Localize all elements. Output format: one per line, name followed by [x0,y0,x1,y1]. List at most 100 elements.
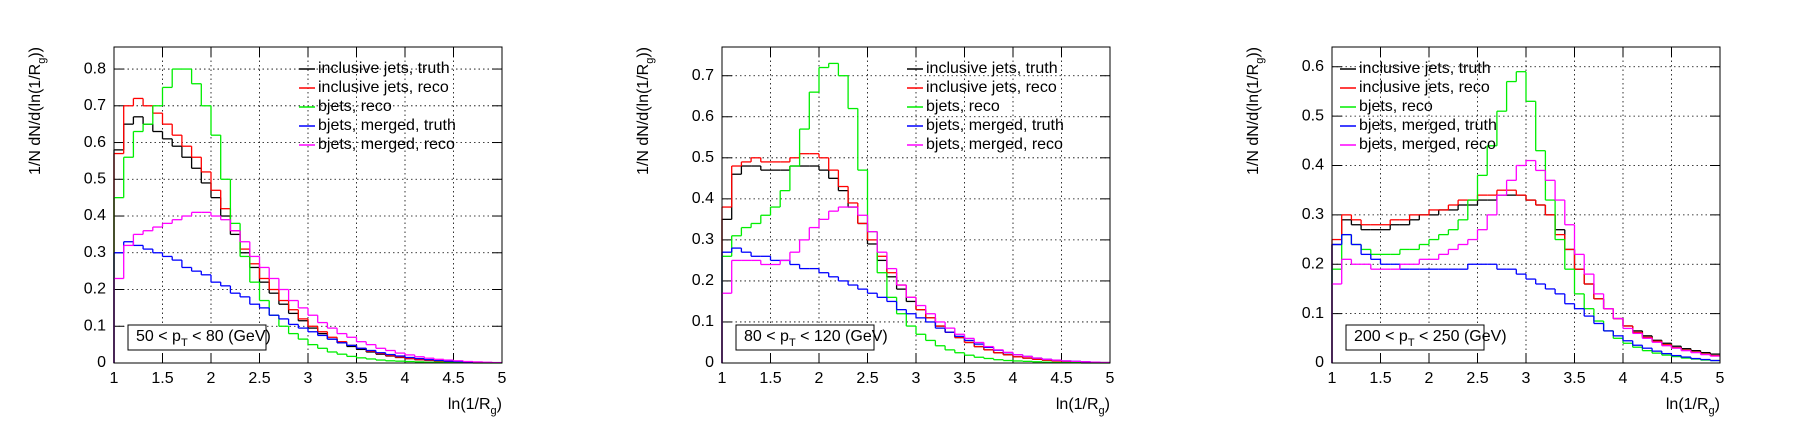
y-axis-label-rest: )) [635,47,652,58]
x-axis-label-sub: g [1099,405,1105,417]
legend-label: bjets, reco [318,98,392,115]
x-tick-label: 3 [304,370,313,387]
x-axis-label: ln(1/Rg) [448,396,502,417]
annotation-main: 200 < p [1354,328,1408,345]
x-tick-label: 1.5 [759,370,781,387]
x-tick-label: 3 [912,370,921,387]
x-tick-label: 3.5 [1563,370,1585,387]
y-tick-label: 0.4 [84,207,106,224]
x-tick-label: 4.5 [1050,370,1072,387]
y-tick-label: 0.6 [692,108,714,125]
y-tick-label: 0.3 [84,244,106,261]
y-tick-label: 0.5 [84,170,106,187]
x-tick-label: 4.5 [442,370,464,387]
x-tick-label: 2.5 [856,370,878,387]
y-axis-label-main: 1/N dN/d(ln(1/R [1245,64,1262,175]
annotation-rest: < 80 (GeV) [188,328,271,345]
y-axis-label-main: 1/N dN/d(ln(1/R [27,64,44,175]
y-axis-label-sub: g [1254,58,1266,64]
y-tick-label: 0 [1315,354,1324,371]
x-tick-label: 2 [207,370,216,387]
x-tick-label: 1.5 [151,370,173,387]
x-tick-label: 3.5 [953,370,975,387]
x-axis-label: ln(1/Rg) [1666,396,1720,417]
x-tick-label: 4.5 [1660,370,1682,387]
legend-label: bjets, reco [1359,98,1433,115]
legend-label: inclusive jets, truth [318,60,450,77]
y-axis-label-main: 1/N dN/d(ln(1/R [635,64,652,175]
x-axis-label-sub: g [491,405,497,417]
annotation-sub: T [181,337,188,349]
legend-label: bjets, merged, truth [926,117,1064,134]
x-tick-label: 4 [1619,370,1628,387]
legend-label: bjets, merged, truth [1359,117,1497,134]
x-tick-label: 2.5 [248,370,270,387]
x-tick-label: 3.5 [345,370,367,387]
panel: 0 0.1 0.2 0.3 0.4 0.5 0.6 1 1.5 2 2.5 3 3.5 4 4.5 5 incl… [1245,46,1725,417]
x-tick-label: 4 [401,370,410,387]
annotation: 80 < pT < 120 (GeV) [744,328,888,349]
legend-label: inclusive jets, truth [926,60,1058,77]
legend-label: bjets, merged, reco [926,136,1063,153]
annotation-sub: T [1408,337,1415,349]
x-tick-label: 5 [1716,370,1725,387]
y-axis-label-sub: g [36,58,48,64]
y-tick-label: 0.4 [692,190,714,207]
axes-frame [113,46,503,364]
x-tick-label: 2 [1425,370,1434,387]
panel: 0 0.1 0.2 0.3 0.4 0.5 0.6 0.7 1 1.5 2 2.5 3 3.5 4 4.5 5 i… [635,46,1115,417]
x-axis-label-rest: ) [497,396,502,413]
x-axis-label: ln(1/Rg) [1056,396,1110,417]
y-tick-label: 0.8 [84,60,106,77]
y-tick-label: 0.6 [1302,58,1324,75]
y-tick-label: 0.1 [1302,305,1324,322]
x-tick-label: 4 [1009,370,1018,387]
y-axis-label: 1/N dN/d(ln(1/Rg)) [635,47,656,175]
legend-label: inclusive jets, truth [1359,60,1491,77]
annotation-box [735,324,875,351]
x-tick-label: 5 [1106,370,1115,387]
x-axis-label-sub: g [1709,405,1715,417]
legend-label: bjets, reco [926,98,1000,115]
y-tick-label: 0.4 [1302,157,1324,174]
x-axis-label-rest: ) [1715,396,1720,413]
y-tick-label: 0.6 [84,134,106,151]
y-axis-label-sub: g [644,58,656,64]
y-axis-label-rest: )) [27,47,44,58]
x-tick-label: 1.5 [1369,370,1391,387]
y-tick-label: 0.3 [1302,206,1324,223]
x-axis-label-main: ln(1/R [1056,396,1099,413]
y-tick-label: 0.2 [84,281,106,298]
annotation-sub: T [789,337,796,349]
annotation: 200 < pT < 250 (GeV) [1354,328,1507,349]
x-axis-label-main: ln(1/R [448,396,491,413]
annotation-box [1345,324,1485,351]
y-tick-label: 0.7 [84,97,106,114]
panel: 0 0.1 0.2 0.3 0.4 0.5 0.6 0.7 0.8 1 1.5 2 2.5 3 3.5 4 4.… [27,46,507,417]
y-tick-label: 0.5 [1302,107,1324,124]
x-axis-label-rest: ) [1105,396,1110,413]
x-tick-label: 2.5 [1466,370,1488,387]
x-tick-label: 1 [110,370,119,387]
legend-label: inclusive jets, reco [926,79,1057,96]
y-tick-label: 0 [97,354,106,371]
annotation-main: 50 < p [136,328,181,345]
legend-label: bjets, merged, reco [1359,136,1496,153]
x-tick-label: 1 [1328,370,1337,387]
x-axis-label-main: ln(1/R [1666,396,1709,413]
y-axis-label: 1/N dN/d(ln(1/Rg)) [1245,47,1266,175]
y-tick-label: 0.7 [692,67,714,84]
annotation-main: 80 < p [744,328,789,345]
y-axis-label-rest: )) [1245,47,1262,58]
x-tick-label: 5 [498,370,507,387]
y-tick-label: 0.2 [1302,255,1324,272]
legend-label: bjets, merged, reco [318,136,455,153]
y-axis-label: 1/N dN/d(ln(1/Rg)) [27,47,48,175]
x-tick-label: 1 [718,370,727,387]
axes-frame [1331,46,1721,364]
y-tick-label: 0.5 [692,149,714,166]
y-tick-label: 0.2 [692,272,714,289]
annotation-rest: < 120 (GeV) [796,328,888,345]
legend-label: bjets, merged, truth [318,117,456,134]
